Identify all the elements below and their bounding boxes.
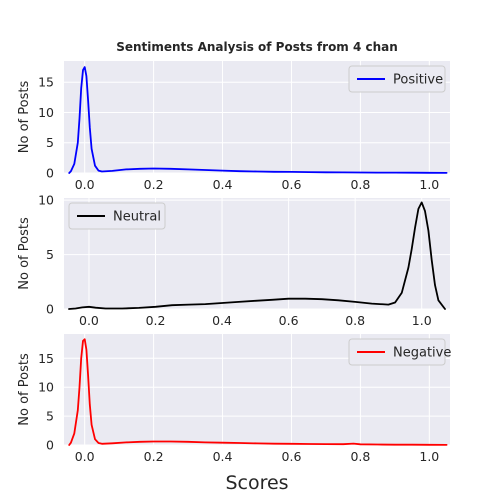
chart-title: Sentiments Analysis of Posts from 4 chan (116, 40, 398, 54)
x-tick-label: 0.4 (213, 177, 233, 192)
legend-box (348, 65, 446, 93)
y-tick-label: 0 (46, 166, 54, 181)
x-tick-label: 0.4 (213, 449, 233, 464)
subplot-negative: 0.0 0.2 0.4 0.6 0.8 1.0 0 5 10 15 No of Posts Negat… (17, 334, 451, 464)
y-tick-label: 0 (46, 438, 54, 453)
legend-label: Neutral (113, 210, 161, 225)
x-tick-label: 1.0 (419, 177, 439, 192)
x-tick-label: 0.8 (350, 449, 370, 464)
x-tick-label: 0.2 (144, 177, 164, 192)
x-tick-label: 1.0 (412, 313, 432, 328)
y-axis-label: No of Posts (17, 217, 32, 290)
legend: Neutral (68, 202, 166, 230)
y-tick-label: 15 (38, 75, 54, 90)
y-axis-label: No of Posts (17, 81, 32, 154)
series-line-positive (68, 66, 448, 174)
series-line-negative (68, 338, 448, 446)
x-tick-label: 0.4 (212, 313, 232, 328)
x-tick-label: 0.2 (146, 313, 166, 328)
y-axis-label: No of Posts (17, 353, 32, 426)
x-tick-label: 0.6 (282, 177, 302, 192)
legend-box (68, 202, 166, 230)
y-tick-label: 5 (46, 247, 54, 262)
y-tick-label: 0 (46, 302, 54, 317)
series-line-neutral (68, 201, 446, 310)
y-tick-label: 5 (46, 135, 54, 150)
x-tick-label: 0.8 (345, 313, 365, 328)
legend-label: Negative (393, 346, 451, 361)
y-tick-label: 5 (46, 409, 54, 424)
legend-box (348, 338, 446, 366)
y-tick-label: 10 (38, 193, 54, 208)
x-axis-label: Scores (225, 472, 288, 494)
x-tick-label: 0.2 (144, 449, 164, 464)
x-tick-label: 0.6 (282, 449, 302, 464)
y-tick-label: 10 (38, 380, 54, 395)
subplots: 0.0 0.2 0.4 0.6 0.8 1.0 0 5 10 15 No of Posts Posit… (17, 61, 451, 464)
x-tick-label: 0.0 (75, 449, 95, 464)
legend: Negative (348, 338, 451, 366)
x-tick-label: 0.0 (79, 313, 99, 328)
x-tick-label: 0.8 (350, 177, 370, 192)
x-tick-label: 0.0 (75, 177, 95, 192)
x-tick-label: 0.6 (279, 313, 299, 328)
subplot-positive: 0.0 0.2 0.4 0.6 0.8 1.0 0 5 10 15 No of Posts Posit… (17, 61, 450, 192)
y-tick-label: 15 (38, 351, 54, 366)
legend-label: Positive (393, 73, 443, 88)
legend: Positive (348, 65, 446, 93)
y-tick-label: 10 (38, 105, 54, 120)
subplot-neutral: 0.0 0.2 0.4 0.6 0.8 1.0 0 5 10 No of Posts Neutral (17, 193, 450, 328)
x-tick-label: 1.0 (419, 449, 439, 464)
